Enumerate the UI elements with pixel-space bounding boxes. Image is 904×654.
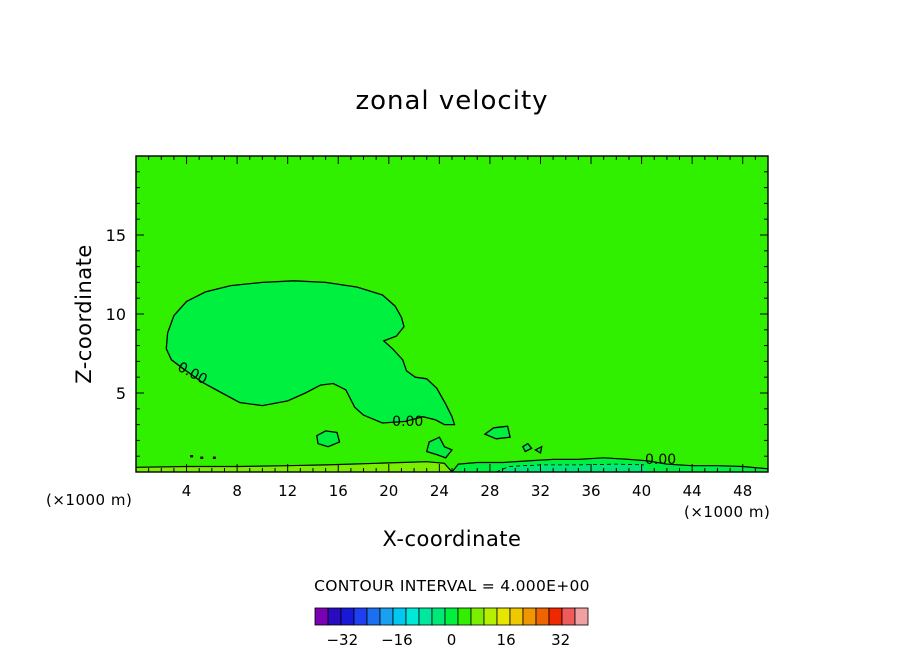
colorbar-swatch [418,607,433,626]
negative-cell-small [534,445,543,455]
contour-dot [212,456,216,459]
zero-contour-surface-right [451,457,769,473]
y-tick-label: 15 [106,226,126,245]
y-tick-label: 10 [106,305,126,324]
contour-label: 0.00 [392,414,423,430]
contour-field [136,156,768,472]
colorbar-swatch [535,607,550,626]
x-axis-label: X-coordinate [382,527,522,551]
colorbar-swatch [522,607,537,626]
contour-lines [135,455,769,473]
x-tick-label: 24 [430,482,449,500]
positive-band-surface [136,461,452,472]
colorbar-swatch [392,607,407,626]
negative-cell-small [425,436,454,459]
colorbar-swatch [509,607,524,626]
colorbar-swatch [431,607,446,626]
contour-dot [190,455,194,458]
colorbar-swatch [483,607,498,626]
y-axis-label: Z-coordinate [72,244,96,384]
colorbar-swatch [366,607,381,626]
contour-label: 0.00 [645,452,676,468]
colorbar-tick-label: 0 [447,631,457,649]
x-tick-label: 48 [733,482,752,500]
x-tick-label: 16 [329,482,348,500]
x-tick-label: 32 [531,482,550,500]
colorbar-swatch [548,607,563,626]
x-tick-label: 8 [232,482,242,500]
colorbar-tick-label: 32 [551,631,570,649]
colorbar-swatch [496,607,511,626]
x-tick-label: 20 [379,482,398,500]
colorbar: −32 −16 0 16 32 [314,607,589,649]
colorbar-tick-label: −32 [326,631,358,649]
colorbar-swatch [405,607,420,626]
zero-contour-surface-left [135,461,453,473]
x-tick-label: 36 [581,482,600,500]
colorbar-swatch [353,607,368,626]
colorbar-swatch [470,607,485,626]
colorbar-swatch [457,607,472,626]
x-unit-label-right: (×1000 m) [684,503,771,521]
y-tick-label: 5 [116,384,126,403]
negative-cell-small [483,425,511,440]
negative-band-inner [496,464,648,472]
x-unit-label-left: (×1000 m) [46,491,133,509]
colorbar-swatch [444,607,459,626]
x-tick-label: 28 [480,482,499,500]
x-tick-label: 4 [182,482,192,500]
colorbar-swatch [574,607,589,626]
chart-title: zonal velocity [355,86,549,116]
negative-cell-small [316,430,341,448]
x-tick-label: 44 [683,482,702,500]
colorbar-swatch [561,607,576,626]
contour-dot [200,456,204,459]
negative-cell-small [521,442,533,453]
negative-contour-dashed [496,463,645,473]
negative-cell-main [165,280,456,426]
x-tick-label: 12 [278,482,297,500]
colorbar-tick-label: 16 [497,631,516,649]
colorbar-tick-label: −16 [381,631,413,649]
contour-interval-label: CONTOUR INTERVAL = 4.000E+00 [314,577,590,595]
colorbar-swatch [327,607,342,626]
colorbar-swatch [314,607,329,626]
colorbar-swatch [340,607,355,626]
colorbar-swatch [379,607,394,626]
x-tick-label: 40 [632,482,651,500]
